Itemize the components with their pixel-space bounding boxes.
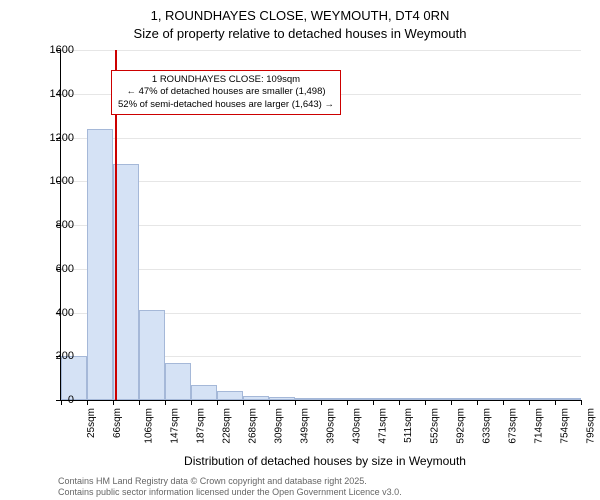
x-tick-mark bbox=[87, 400, 88, 405]
x-tick-label: 592sqm bbox=[456, 408, 467, 444]
x-tick-mark bbox=[373, 400, 374, 405]
x-tick-mark bbox=[113, 400, 114, 405]
x-tick-mark bbox=[165, 400, 166, 405]
chart-title-line1: 1, ROUNDHAYES CLOSE, WEYMOUTH, DT4 0RN bbox=[0, 8, 600, 23]
x-tick-mark bbox=[555, 400, 556, 405]
histogram-bar bbox=[451, 398, 477, 400]
x-tick-label: 714sqm bbox=[534, 408, 545, 444]
x-tick-label: 228sqm bbox=[222, 408, 233, 444]
x-tick-label: 187sqm bbox=[196, 408, 207, 444]
histogram-bar bbox=[425, 398, 451, 400]
histogram-bar bbox=[243, 396, 269, 400]
x-tick-mark bbox=[191, 400, 192, 405]
plot-area: 1 ROUNDHAYES CLOSE: 109sqm ← 47% of deta… bbox=[60, 50, 581, 401]
gridline bbox=[61, 181, 581, 182]
x-tick-mark bbox=[477, 400, 478, 405]
x-tick-mark bbox=[139, 400, 140, 405]
chart-title-line2: Size of property relative to detached ho… bbox=[0, 26, 600, 41]
y-tick-label: 800 bbox=[44, 219, 74, 231]
x-tick-label: 268sqm bbox=[248, 408, 259, 444]
x-tick-mark bbox=[269, 400, 270, 405]
x-tick-label: 471sqm bbox=[378, 408, 389, 444]
histogram-bar bbox=[165, 363, 191, 400]
footer-text-2: Contains public sector information licen… bbox=[58, 487, 402, 497]
x-tick-label: 66sqm bbox=[112, 408, 123, 438]
x-tick-label: 349sqm bbox=[300, 408, 311, 444]
histogram-bar bbox=[87, 129, 113, 400]
y-tick-label: 1000 bbox=[44, 175, 74, 187]
x-tick-mark bbox=[321, 400, 322, 405]
chart-container: 1, ROUNDHAYES CLOSE, WEYMOUTH, DT4 0RN S… bbox=[0, 0, 600, 500]
x-tick-mark bbox=[425, 400, 426, 405]
histogram-bar bbox=[321, 398, 347, 400]
gridline bbox=[61, 225, 581, 226]
x-axis-label: Distribution of detached houses by size … bbox=[60, 454, 590, 468]
annotation-box: 1 ROUNDHAYES CLOSE: 109sqm ← 47% of deta… bbox=[111, 70, 341, 115]
histogram-bar bbox=[373, 398, 399, 400]
x-tick-mark bbox=[243, 400, 244, 405]
gridline bbox=[61, 269, 581, 270]
histogram-bar bbox=[555, 398, 581, 400]
annotation-line2: ← 47% of detached houses are smaller (1,… bbox=[118, 86, 334, 98]
x-tick-label: 552sqm bbox=[430, 408, 441, 444]
x-tick-label: 25sqm bbox=[86, 408, 97, 438]
footer-text-1: Contains HM Land Registry data © Crown c… bbox=[58, 476, 367, 486]
x-tick-label: 673sqm bbox=[508, 408, 519, 444]
x-tick-label: 147sqm bbox=[170, 408, 181, 444]
x-tick-mark bbox=[529, 400, 530, 405]
x-tick-mark bbox=[217, 400, 218, 405]
annotation-line3: 52% of semi-detached houses are larger (… bbox=[118, 99, 334, 111]
x-tick-label: 633sqm bbox=[482, 408, 493, 444]
histogram-bar bbox=[217, 391, 243, 400]
y-tick-label: 600 bbox=[44, 263, 74, 275]
histogram-bar bbox=[139, 310, 165, 400]
x-tick-label: 309sqm bbox=[274, 408, 285, 444]
histogram-bar bbox=[503, 398, 529, 400]
gridline bbox=[61, 50, 581, 51]
x-tick-label: 754sqm bbox=[560, 408, 571, 444]
x-tick-label: 390sqm bbox=[326, 408, 337, 444]
histogram-bar bbox=[399, 398, 425, 400]
x-tick-label: 430sqm bbox=[352, 408, 363, 444]
x-tick-mark bbox=[347, 400, 348, 405]
histogram-bar bbox=[269, 397, 295, 400]
x-tick-label: 795sqm bbox=[586, 408, 597, 444]
y-tick-label: 1600 bbox=[44, 44, 74, 56]
gridline bbox=[61, 138, 581, 139]
histogram-bar bbox=[347, 398, 373, 400]
x-tick-label: 106sqm bbox=[144, 408, 155, 444]
y-tick-label: 1200 bbox=[44, 132, 74, 144]
x-tick-mark bbox=[399, 400, 400, 405]
x-tick-mark bbox=[581, 400, 582, 405]
histogram-bar bbox=[529, 398, 555, 400]
histogram-bar bbox=[295, 398, 321, 400]
x-tick-mark bbox=[295, 400, 296, 405]
y-tick-label: 200 bbox=[44, 350, 74, 362]
x-tick-label: 511sqm bbox=[403, 408, 414, 443]
y-tick-label: 0 bbox=[44, 394, 74, 406]
x-tick-mark bbox=[451, 400, 452, 405]
y-tick-label: 400 bbox=[44, 307, 74, 319]
histogram-bar bbox=[191, 385, 217, 400]
histogram-bar bbox=[477, 398, 503, 400]
y-tick-label: 1400 bbox=[44, 88, 74, 100]
annotation-line1: 1 ROUNDHAYES CLOSE: 109sqm bbox=[118, 74, 334, 86]
x-tick-mark bbox=[503, 400, 504, 405]
